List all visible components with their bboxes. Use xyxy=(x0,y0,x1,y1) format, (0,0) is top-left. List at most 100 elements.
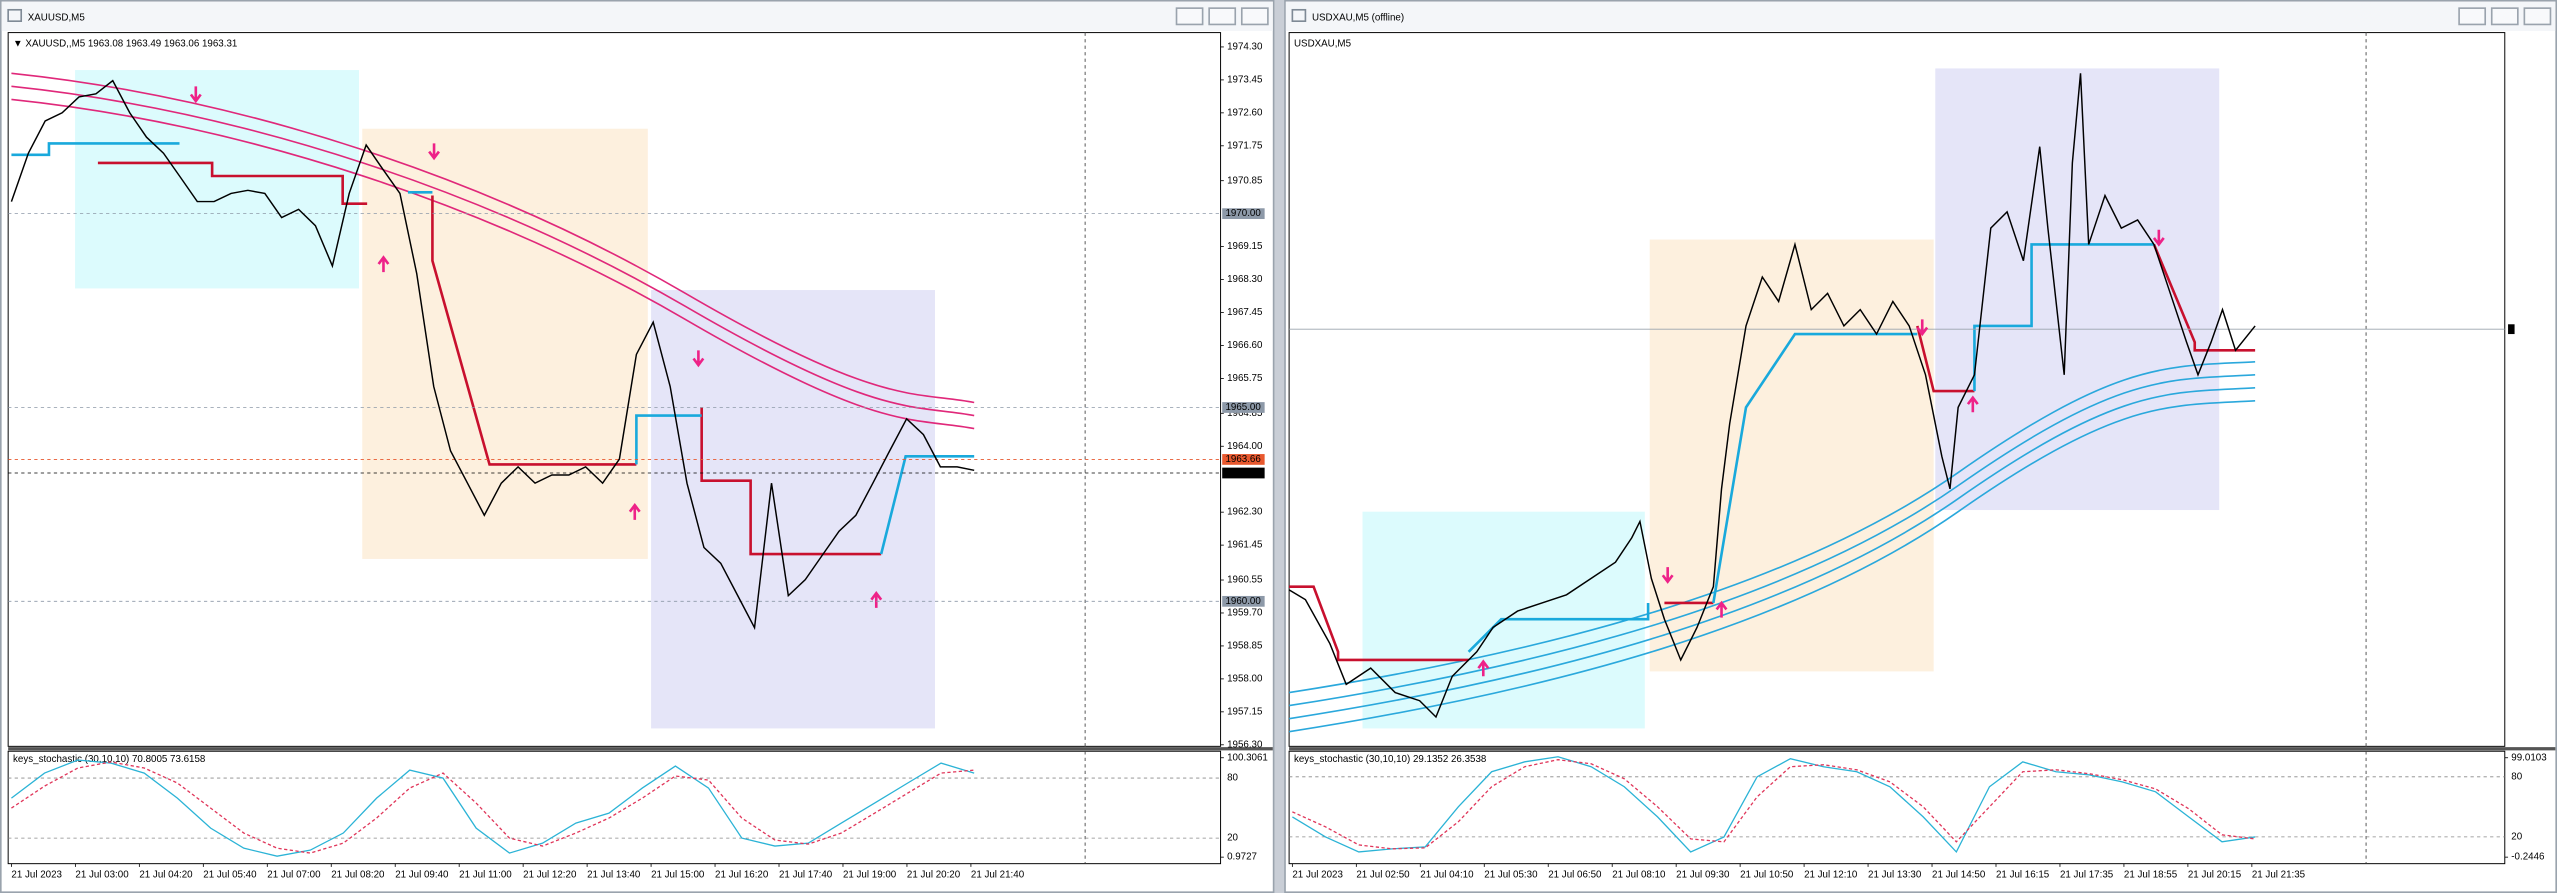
y-tick-label: 100.3061 xyxy=(1227,752,1268,763)
x-tick-label: 21 Jul 08:20 xyxy=(331,870,385,881)
trail-stop-cyan xyxy=(1467,243,2154,653)
price-marker xyxy=(1222,454,1265,465)
x-tick-label: 21 Jul 20:15 xyxy=(2188,870,2242,881)
trail-stop-cyan xyxy=(11,142,975,555)
x-tick-label: 21 Jul 16:20 xyxy=(715,870,769,881)
y-tick-label: 20 xyxy=(2511,831,2522,842)
session-box xyxy=(75,70,359,289)
x-tick-label: 21 Jul 17:40 xyxy=(779,870,833,881)
moving-average xyxy=(11,85,975,417)
y-tick-label: 1956.30 xyxy=(1227,739,1263,750)
y-tick-label: 1960.55 xyxy=(1227,575,1263,586)
window-title: XAUUSD,M5 xyxy=(28,13,86,24)
x-tick-label: 21 Jul 04:10 xyxy=(1420,870,1474,881)
x-tick-label: 21 Jul 18:55 xyxy=(2124,870,2178,881)
bid-marker xyxy=(2508,324,2515,335)
sell-arrow xyxy=(428,143,440,161)
price-marker xyxy=(1222,467,1265,479)
x-tick-label: 21 Jul 04:20 xyxy=(139,870,193,881)
y-tick-label: 1966.60 xyxy=(1227,340,1263,351)
maximize-button[interactable] xyxy=(1208,7,1237,26)
y-tick-label: 80 xyxy=(1227,773,1238,784)
moving-average xyxy=(1288,373,2256,707)
y-tick-label: 1970.85 xyxy=(1227,175,1263,186)
session-box xyxy=(1935,68,2220,511)
price-marker-label: 1965.00 xyxy=(1225,402,1261,413)
maximize-button[interactable] xyxy=(2490,7,2519,26)
y-tick-label: 0.9727 xyxy=(1227,852,1257,863)
y-tick-label: 1971.75 xyxy=(1227,140,1263,151)
title-bar xyxy=(1,1,1273,31)
close-button[interactable] xyxy=(1240,7,1269,26)
x-tick-label: 21 Jul 05:30 xyxy=(1484,870,1538,881)
moving-average xyxy=(11,72,975,404)
buy-arrow xyxy=(1477,659,1490,677)
x-tick-label: 21 Jul 09:40 xyxy=(395,870,449,881)
x-tick-label: 21 Jul 17:35 xyxy=(2060,870,2114,881)
indicator-header: keys_stochastic (30,10,10) 29.1352 26.35… xyxy=(1294,754,1486,765)
price-trace xyxy=(1288,73,2256,719)
price-line xyxy=(10,79,975,631)
sell-arrow xyxy=(692,350,705,368)
x-tick-label: 21 Jul 16:15 xyxy=(1996,870,2050,881)
y-tick-label: 1962.30 xyxy=(1227,507,1263,518)
stochastic-line xyxy=(1292,756,2256,854)
y-tick-label: 1959.70 xyxy=(1227,608,1263,619)
indicator-plot xyxy=(7,750,1222,865)
y-tick-label: 20 xyxy=(1227,833,1238,844)
window-icon xyxy=(7,8,23,22)
price-marker xyxy=(1222,595,1265,607)
minimize-button[interactable] xyxy=(1175,7,1204,26)
moving-average xyxy=(11,98,975,430)
x-tick-label: 21 Jul 13:30 xyxy=(1868,870,1922,881)
sell-arrow xyxy=(1661,567,1674,584)
x-tick-label: 21 Jul 2023 xyxy=(11,870,62,881)
chart-header: ▼ XAUUSD,,M5 1963.08 1963.49 1963.06 196… xyxy=(13,39,237,50)
sell-arrow xyxy=(189,86,202,104)
y-tick-label: 80 xyxy=(2511,771,2522,782)
close-button[interactable] xyxy=(2523,7,2552,26)
x-tick-label: 21 Jul 06:50 xyxy=(1548,870,1602,881)
x-tick-label: 21 Jul 12:20 xyxy=(523,870,577,881)
x-tick-label: 21 Jul 10:50 xyxy=(1740,870,1794,881)
x-tick-label: 21 Jul 12:10 xyxy=(1804,870,1858,881)
x-tick-label: 21 Jul 21:35 xyxy=(2252,870,2306,881)
sell-arrow xyxy=(2152,229,2165,247)
x-tick-label: 21 Jul 08:10 xyxy=(1612,870,1666,881)
price-marker-label: 1963.31 xyxy=(1225,468,1260,479)
x-tick-label: 21 Jul 2023 xyxy=(1292,870,1343,881)
buy-arrow xyxy=(377,255,390,273)
indicator-header: keys_stochastic (30,10,10) 70.8005 73.61… xyxy=(13,754,205,765)
x-tick-label: 21 Jul 02:50 xyxy=(1356,870,1410,881)
indicator-plot xyxy=(1288,750,2506,865)
y-tick-label: 1957.15 xyxy=(1227,706,1263,717)
y-tick-label: 1967.45 xyxy=(1227,307,1263,318)
buy-arrow xyxy=(1715,600,1728,618)
x-tick-label: 21 Jul 20:20 xyxy=(907,870,961,881)
price-marker-label: 1960.00 xyxy=(1225,596,1261,607)
y-tick-label: 1958.00 xyxy=(1227,673,1263,684)
price-marker xyxy=(1222,402,1265,413)
chart-header: USDXAU,M5 xyxy=(1294,39,1352,50)
moving-average xyxy=(1288,360,2256,694)
y-tick-label: 1958.85 xyxy=(1227,641,1263,652)
price-marker-label: 1963.66 xyxy=(1225,454,1260,465)
sell-arrow xyxy=(1916,319,1929,337)
price-marker-label: 1970.00 xyxy=(1225,208,1261,219)
stochastic-line xyxy=(11,761,975,854)
x-tick-label: 21 Jul 03:00 xyxy=(75,870,129,881)
session-box xyxy=(1649,239,1934,672)
minimize-button[interactable] xyxy=(2458,7,2487,26)
y-tick-label: 1974.30 xyxy=(1227,42,1263,53)
x-tick-label: 21 Jul 21:40 xyxy=(971,870,1025,881)
x-tick-label: 21 Jul 15:00 xyxy=(651,870,705,881)
buy-arrow xyxy=(628,502,641,520)
buy-arrow xyxy=(1966,395,1979,413)
y-tick-label: 99.0103 xyxy=(2511,752,2546,763)
y-tick-label: 1961.45 xyxy=(1227,540,1263,551)
moving-average xyxy=(1288,387,2256,720)
x-tick-label: 21 Jul 07:00 xyxy=(267,870,321,881)
x-tick-label: 21 Jul 09:30 xyxy=(1676,870,1730,881)
x-tick-label: 21 Jul 05:40 xyxy=(203,870,257,881)
moving-average xyxy=(1288,400,2256,733)
